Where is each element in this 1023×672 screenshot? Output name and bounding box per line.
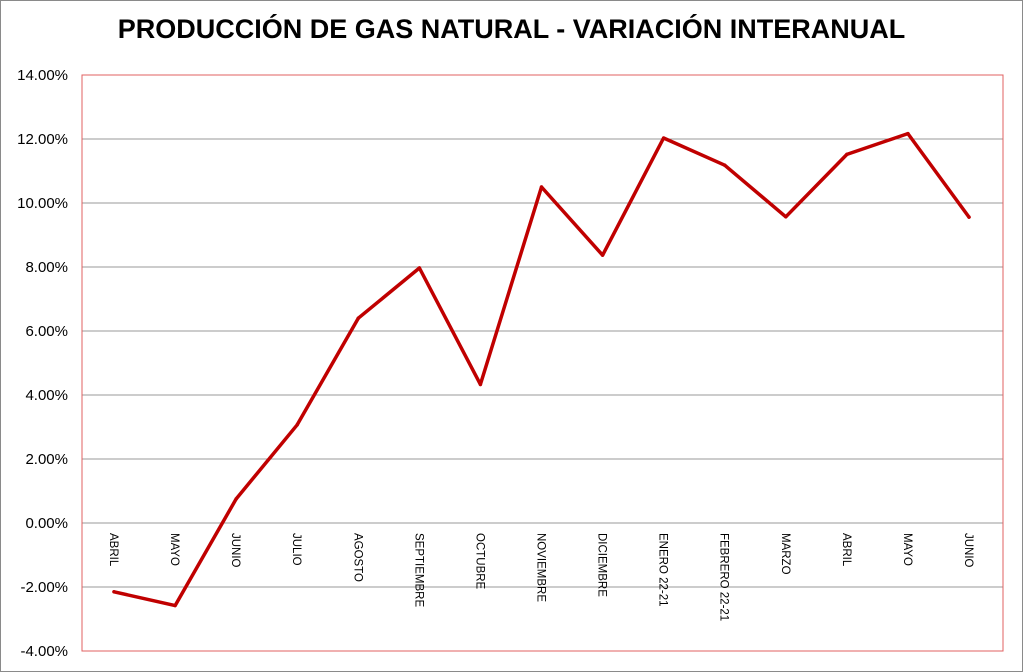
x-category-label: MAYO (168, 533, 180, 566)
data-point (784, 215, 788, 219)
x-category-label: ABRIL (107, 533, 119, 567)
y-tick-label: 4.00% (25, 387, 68, 404)
y-tick-label: 2.00% (25, 451, 68, 468)
plot-area (81, 74, 1004, 652)
data-point (539, 185, 544, 189)
data-point (234, 497, 238, 501)
x-category-label: AGOSTO (351, 533, 363, 582)
y-axis-ticks: 14.00% 12.00% 10.00% 8.00% 6.00% 4.00% 2.00% 0.… (17, 67, 68, 660)
data-point (661, 136, 666, 140)
data-point (967, 215, 971, 219)
x-category-label: ENERO 22-21 (657, 533, 669, 607)
x-category-label: FEBRERO 22-21 (718, 533, 730, 621)
y-tick-label: 12.00% (17, 131, 68, 148)
y-tick-label: 10.00% (17, 195, 68, 212)
data-point (723, 163, 727, 167)
x-category-label: MARZO (779, 533, 791, 575)
y-tick-label: 14.00% (17, 67, 68, 84)
y-tick-label: 6.00% (25, 323, 68, 340)
data-point (295, 423, 299, 427)
y-tick-label: -4.00% (20, 643, 68, 660)
y-tick-label: -2.00% (20, 579, 68, 596)
x-category-label: JUNIO (229, 533, 241, 568)
data-point (417, 266, 422, 270)
data-points (112, 131, 971, 608)
x-category-label: SEPTIEMBRE (412, 533, 424, 607)
data-point (356, 316, 360, 320)
data-point (906, 131, 910, 136)
y-tick-label: 8.00% (25, 259, 68, 276)
chart-title: PRODUCCIÓN DE GAS NATURAL - VARIACIÓN IN… (117, 14, 906, 44)
x-category-label: DICIEMBRE (596, 533, 608, 597)
x-category-label: NOVIEMBRE (535, 533, 547, 602)
x-category-label: OCTUBRE (473, 533, 485, 590)
data-point (845, 152, 849, 157)
data-point (173, 603, 177, 608)
x-category-label: JUNIO (962, 533, 974, 568)
y-tick-label: 0.00% (25, 515, 68, 532)
x-axis-categories: ABRIL MAYO JUNIO JULIO AGOSTO SEPTIEMBRE OCTUB… (107, 533, 974, 621)
data-point (600, 253, 605, 257)
x-category-label: MAYO (901, 533, 913, 566)
data-point (112, 590, 116, 594)
x-category-label: JULIO (290, 533, 302, 566)
x-category-label: ABRIL (840, 533, 852, 567)
data-point (478, 382, 483, 387)
